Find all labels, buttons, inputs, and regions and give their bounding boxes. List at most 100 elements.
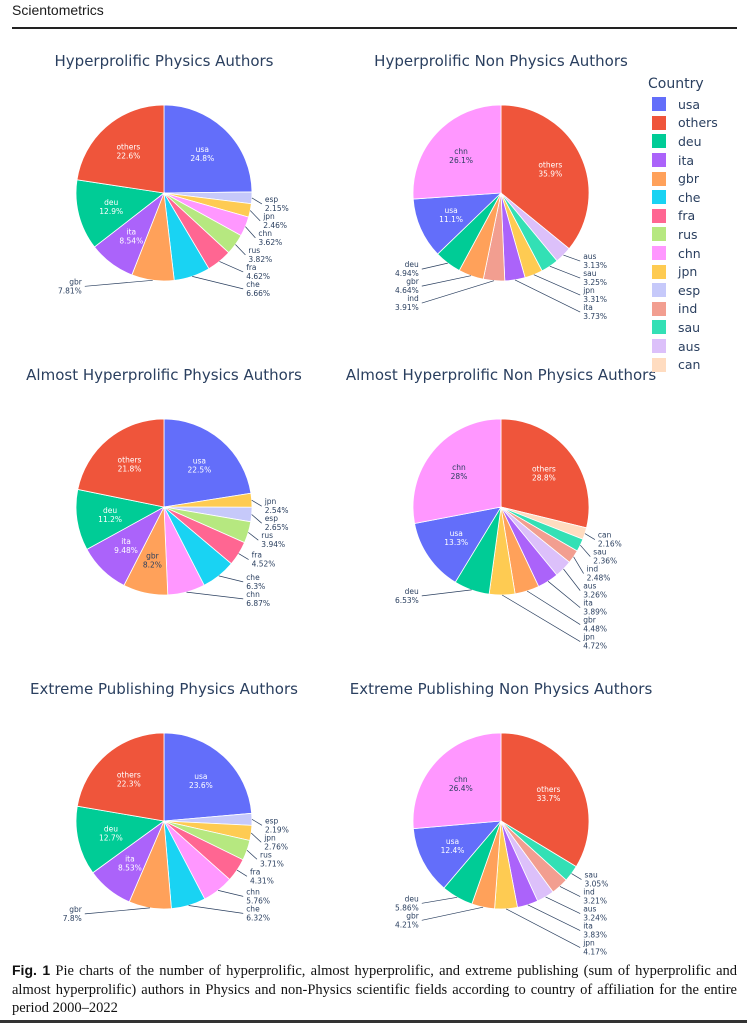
- leader-line-chn: [218, 890, 244, 897]
- legend-label-aus: aus: [678, 338, 701, 354]
- leader-line-ita: [547, 581, 581, 608]
- legend-item-others[interactable]: others: [648, 114, 738, 133]
- outside-label-chn: chn 3.62%: [258, 229, 282, 247]
- legend-item-esp[interactable]: esp: [648, 281, 738, 300]
- slice-label-usa: usa 12.4%: [441, 837, 465, 855]
- slice-label-chn: chn 26.1%: [449, 147, 473, 165]
- pie-slice-chn[interactable]: [412, 418, 502, 524]
- pie-chart-extreme-publishing-physics: Extreme Publishing Physics Authors usa 23.…: [30, 680, 298, 923]
- outside-label-esp: esp 2.65%: [265, 514, 289, 532]
- pie-slice-others[interactable]: [500, 104, 590, 250]
- legend-item-deu[interactable]: deu: [648, 132, 738, 151]
- legend-label-ind: ind: [678, 301, 698, 317]
- outside-label-esp: esp 2.15%: [265, 195, 289, 213]
- legend-swatch-esp: [652, 283, 666, 298]
- legend-item-usa[interactable]: usa: [648, 95, 738, 114]
- legend-item-can[interactable]: can: [648, 355, 738, 374]
- slice-label-chn: chn 28%: [451, 463, 468, 481]
- outside-label-aus: aus 3.24%: [583, 905, 607, 923]
- outside-label-sau: sau 3.05%: [585, 871, 609, 889]
- leader-line-sau: [580, 544, 591, 557]
- leader-line-jpn: [250, 832, 262, 843]
- slice-label-others: others 22.6%: [116, 143, 140, 161]
- leader-line-fra: [236, 869, 248, 877]
- outside-label-jpn: jpn 2.54%: [264, 497, 289, 515]
- legend-swatch-others: [652, 115, 666, 130]
- legend-label-can: can: [678, 357, 701, 373]
- pie-slice-deu[interactable]: [75, 179, 165, 248]
- slice-label-ita: ita 9.48%: [114, 537, 138, 555]
- legend-item-rus[interactable]: rus: [648, 225, 738, 244]
- chart-title: Extreme Publishing Physics Authors: [30, 680, 298, 698]
- slice-label-others: others 28.8%: [532, 464, 556, 482]
- pie-slice-chn[interactable]: [412, 104, 502, 200]
- leader-line-gbr: [526, 590, 581, 625]
- leader-line-deu: [421, 262, 448, 270]
- slice-label-others: others 21.8%: [118, 456, 142, 474]
- bottom-rule: [0, 1020, 747, 1023]
- legend-item-ind[interactable]: ind: [648, 300, 738, 319]
- legend-swatch-che: [652, 190, 666, 205]
- leader-line-jpn: [249, 210, 261, 222]
- outside-label-fra: fra 4.31%: [250, 867, 274, 885]
- legend-item-ita[interactable]: ita: [648, 151, 738, 170]
- legend-swatch-sau: [652, 320, 666, 335]
- chart-panel-2: Hyperprolific Non Physics Authors others 3…: [351, 48, 651, 348]
- legend-item-fra[interactable]: fra: [648, 207, 738, 226]
- outside-label-aus: aus 3.26%: [583, 582, 607, 600]
- leader-line-gbr: [421, 906, 484, 921]
- legend-swatch-chn: [652, 246, 666, 261]
- pie-slice-chn[interactable]: [412, 732, 502, 830]
- legend-label-rus: rus: [678, 226, 698, 242]
- pie-slice-usa[interactable]: [163, 104, 253, 194]
- legend-label-esp: esp: [678, 282, 701, 298]
- outside-label-jpn: jpn 2.76%: [263, 833, 288, 851]
- leader-line-esp: [251, 197, 263, 205]
- outside-label-gbr: gbr 4.21%: [395, 911, 420, 929]
- outside-label-sau: sau 3.25%: [583, 269, 607, 287]
- outside-label-jpn: jpn 4.72%: [582, 633, 607, 651]
- slice-label-usa: usa 24.8%: [190, 145, 214, 163]
- leader-line-ind: [559, 886, 581, 897]
- chart-panel-4: Almost Hyperprolific Non Physics Authors…: [346, 362, 657, 662]
- legend-item-sau[interactable]: sau: [648, 318, 738, 337]
- pie-slice-others[interactable]: [76, 104, 165, 194]
- leader-line-esp: [251, 514, 262, 524]
- slice-label-deu: deu 11.2%: [98, 506, 122, 524]
- legend-label-others: others: [678, 115, 718, 131]
- leader-line-gbr: [421, 275, 472, 287]
- leader-line-jpn: [505, 908, 581, 948]
- leader-line-gbr: [84, 279, 153, 287]
- legend-swatch-fra: [652, 208, 666, 223]
- pie-slice-deu[interactable]: [75, 805, 166, 874]
- legend-label-che: che: [678, 189, 701, 205]
- pie-slice-usa[interactable]: [412, 820, 502, 889]
- leader-line-jpn: [501, 594, 581, 642]
- outside-label-chn: chn 5.76%: [246, 887, 270, 905]
- pie-slice-usa[interactable]: [163, 418, 252, 508]
- legend-item-chn[interactable]: chn: [648, 244, 738, 263]
- pie-slice-usa[interactable]: [163, 732, 253, 822]
- legend-swatch-ita: [652, 153, 666, 168]
- outside-label-deu: deu 6.53%: [395, 587, 419, 605]
- pie-slice-usa[interactable]: [414, 506, 502, 583]
- pie-slice-others[interactable]: [500, 732, 590, 868]
- pie-slice-others[interactable]: [500, 418, 590, 529]
- pie-slice-others[interactable]: [77, 418, 165, 508]
- legend-swatch-jpn: [652, 264, 666, 279]
- leader-line-ind: [421, 280, 495, 304]
- legend-swatch-rus: [652, 227, 666, 242]
- outside-label-jpn: jpn 2.46%: [262, 212, 287, 230]
- outside-label-gbr: gbr 4.48%: [583, 616, 607, 634]
- leader-line-rus: [235, 244, 246, 256]
- legend-label-sau: sau: [678, 319, 701, 335]
- figure-caption: Fig. 1 Pie charts of the number of hyper…: [12, 961, 737, 1018]
- legend-item-jpn[interactable]: jpn: [648, 262, 738, 281]
- legend-item-gbr[interactable]: gbr: [648, 169, 738, 188]
- legend-swatch-ind: [652, 301, 666, 316]
- legend-item-aus[interactable]: aus: [648, 337, 738, 356]
- header-rule: [12, 27, 737, 29]
- pie-slice-others[interactable]: [76, 732, 165, 822]
- legend-item-che[interactable]: che: [648, 188, 738, 207]
- outside-label-gbr: gbr 7.8%: [63, 905, 83, 923]
